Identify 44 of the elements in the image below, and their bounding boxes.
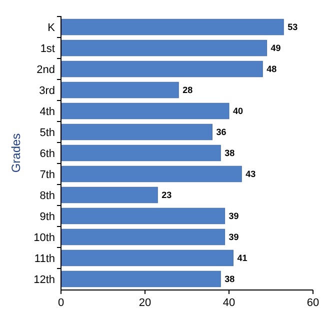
data-label: 39	[228, 232, 239, 242]
data-label: 43	[246, 169, 256, 180]
bar	[60, 186, 158, 204]
data-label: 28	[182, 85, 193, 96]
data-label: 41	[237, 253, 248, 264]
data-label: 40	[233, 106, 244, 116]
data-label: 38	[224, 274, 235, 284]
y-tick-label: 7th	[40, 168, 55, 181]
y-tick-label: 12th	[34, 274, 55, 286]
bar	[60, 270, 221, 288]
bar	[60, 166, 242, 182]
bar	[60, 144, 221, 162]
bar	[60, 18, 284, 36]
data-label: 49	[270, 43, 281, 54]
y-tick-label: 2nd	[36, 64, 55, 76]
bar	[60, 102, 230, 120]
y-tick-label: 11th	[34, 252, 55, 265]
data-label: 48	[266, 64, 277, 74]
y-tick-label: 8th	[40, 190, 55, 202]
data-label: 53	[288, 22, 298, 32]
y-tick-label: K	[48, 22, 56, 34]
y-tick-label: 6th	[40, 148, 55, 160]
data-label: 36	[216, 127, 226, 138]
x-tick-label: 20	[138, 297, 152, 309]
bar	[60, 60, 263, 78]
x-tick-label: 60	[306, 297, 320, 309]
y-tick-label: 9th	[40, 210, 55, 223]
data-label: 38	[224, 148, 235, 158]
y-axis-title: Grades	[9, 133, 23, 173]
y-tick-label: 10th	[34, 232, 55, 244]
data-label: 23	[162, 190, 172, 200]
y-tick-label: 4th	[40, 106, 55, 118]
bar	[60, 124, 212, 140]
bar	[60, 250, 234, 266]
bar	[60, 228, 226, 246]
y-tick-label: 5th	[40, 126, 55, 139]
bar	[60, 208, 226, 224]
data-label: 39	[228, 211, 239, 222]
bar	[60, 40, 268, 56]
y-tick-label: 1st	[40, 42, 55, 55]
x-tick-label: 40	[222, 297, 236, 309]
x-tick-label: 0	[58, 297, 64, 309]
bar	[60, 82, 179, 98]
y-tick-label: 3rd	[39, 84, 55, 97]
